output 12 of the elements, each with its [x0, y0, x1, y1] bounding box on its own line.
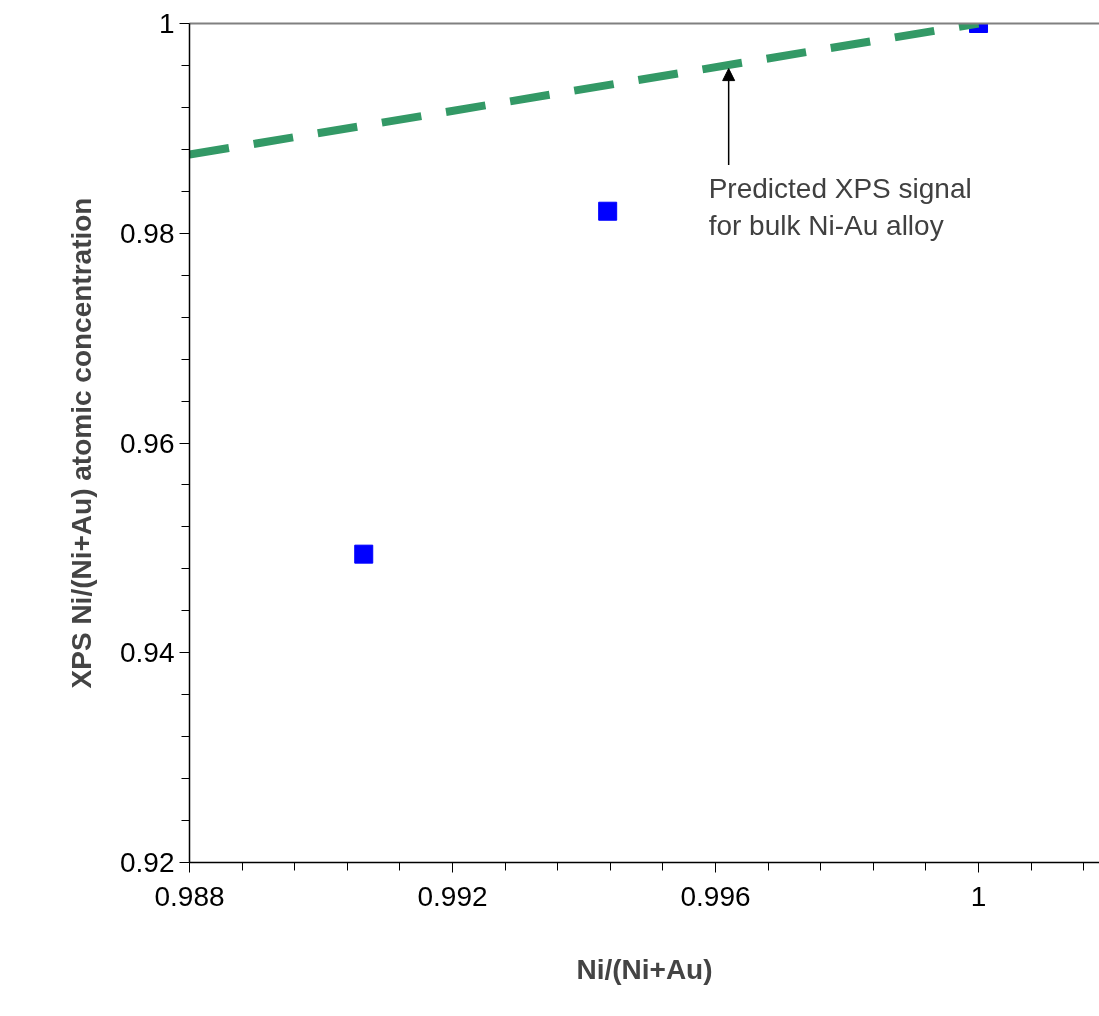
x-tick-label: 0.996 [680, 880, 751, 912]
y-tick-label: 0.92 [120, 847, 175, 878]
x-tick-label: 0.992 [417, 880, 488, 912]
y-tick-label: 0.94 [120, 637, 175, 669]
y-axis-title: XPS Ni/(Ni+Au) atomic concentration [66, 197, 97, 689]
y-tick-label: 0.96 [120, 427, 175, 459]
annotation: Predicted XPS signal for bulk Ni-Au alloy [708, 173, 972, 242]
x-tick-label: 1 [970, 880, 987, 912]
x-axis-title: Ni/(Ni+Au) [576, 953, 713, 985]
y-tick-label: 0.98 [120, 217, 175, 249]
y-tick-label: 1 [158, 8, 175, 39]
x-tick-label: 0.988 [154, 880, 225, 912]
